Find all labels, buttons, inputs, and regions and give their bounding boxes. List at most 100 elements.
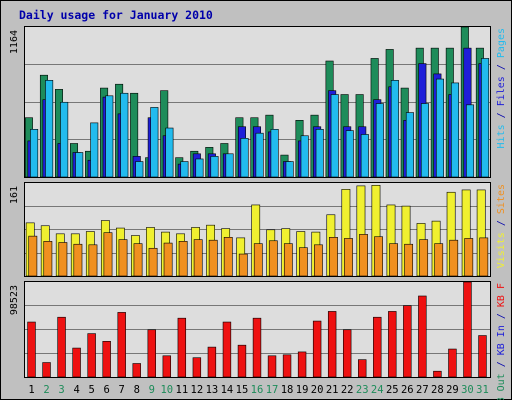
bar-sites-day-2 bbox=[43, 241, 53, 277]
bar-kb-f-day-23 bbox=[358, 359, 367, 378]
day-label-26: 26 bbox=[401, 384, 414, 396]
bar-kb-f-day-14 bbox=[222, 321, 232, 378]
bar-kb-f-day-17 bbox=[267, 355, 277, 378]
bar-sites-day-11 bbox=[178, 241, 188, 277]
bar-hits-day-12 bbox=[195, 158, 204, 178]
bar-kb-f-day-29 bbox=[448, 348, 457, 378]
bar-hits-day-9 bbox=[150, 107, 159, 178]
bar-hits-day-14 bbox=[225, 153, 234, 178]
day-label-28: 28 bbox=[431, 384, 444, 396]
panel-requests-legend-part-2: / bbox=[496, 106, 507, 124]
bar-kb-f-day-11 bbox=[177, 317, 187, 378]
day-label-29: 29 bbox=[446, 384, 459, 396]
bar-hits-day-18 bbox=[285, 161, 294, 178]
bar-kb-f-day-2 bbox=[42, 362, 51, 378]
panel-traffic-legend-part-2: / bbox=[496, 355, 507, 373]
bar-sites-day-29 bbox=[449, 239, 459, 277]
panel-visitors-legend-part-1: Visits bbox=[496, 232, 507, 268]
panel-requests-ymax-label: 1164 bbox=[9, 30, 20, 54]
bar-kb-f-day-3 bbox=[57, 316, 66, 378]
day-label-17: 17 bbox=[266, 384, 279, 396]
day-label-8: 8 bbox=[134, 384, 140, 396]
day-label-15: 15 bbox=[236, 384, 249, 396]
bar-hits-day-6 bbox=[105, 95, 114, 178]
bar-sites-day-6 bbox=[103, 232, 113, 277]
panel-traffic-legend-part-1: KB Out bbox=[496, 373, 507, 400]
bar-hits-day-7 bbox=[120, 92, 129, 178]
day-labels: 1 2 3 4 5 6 7 8 9 10 11 12 13 14 15 16 17 18 19 20 21 22 23 24 2… bbox=[28, 384, 488, 396]
bar-kb-f-day-25 bbox=[388, 311, 397, 378]
day-label-14: 14 bbox=[221, 384, 234, 396]
bar-hits-day-3 bbox=[60, 101, 69, 178]
bar-hits-day-13 bbox=[210, 156, 219, 178]
bar-hits-day-29 bbox=[451, 82, 460, 178]
bar-kb-f-day-7 bbox=[117, 312, 126, 378]
bar-kb-f-day-16 bbox=[252, 317, 262, 378]
panel-visitors-legend-part-3: Sites bbox=[496, 184, 507, 214]
day-label-11: 11 bbox=[176, 384, 189, 396]
bar-sites-day-13 bbox=[208, 239, 218, 277]
bar-sites-day-20 bbox=[314, 244, 323, 277]
panel-requests-legend: Hits / Files / Pages bbox=[496, 28, 507, 148]
day-label-23: 23 bbox=[356, 384, 369, 396]
bar-hits-day-17 bbox=[270, 129, 279, 178]
panel-traffic-legend-part-4: / bbox=[496, 307, 507, 325]
panel-visitors-legend: Visits / Sites bbox=[496, 184, 507, 268]
panels-layer: 1164 Hits / Files / Pages 161 Visits / Site… bbox=[9, 26, 507, 405]
panel-requests-legend-part-3: Files bbox=[496, 76, 507, 106]
bar-sites-day-22 bbox=[344, 238, 353, 277]
bar-kb-f-day-6 bbox=[102, 341, 111, 378]
day-label-30: 30 bbox=[461, 384, 474, 396]
bar-kb-f-day-31 bbox=[478, 335, 487, 378]
bar-hits-day-25 bbox=[390, 80, 399, 178]
bar-sites-day-27 bbox=[419, 239, 429, 277]
day-label-12: 12 bbox=[191, 384, 204, 396]
bar-kb-f-day-13 bbox=[207, 346, 217, 378]
chart-title: Daily usage for January 2010 bbox=[19, 8, 213, 22]
bar-kb-f-day-28 bbox=[433, 370, 442, 378]
bar-kb-f-day-19 bbox=[297, 351, 307, 378]
bar-hits-day-10 bbox=[165, 127, 174, 178]
bar-kb-f-day-9 bbox=[147, 329, 156, 378]
bar-hits-day-2 bbox=[45, 80, 54, 178]
day-label-19: 19 bbox=[296, 384, 309, 396]
bar-sites-day-17 bbox=[268, 240, 278, 277]
bar-hits-day-1 bbox=[30, 129, 39, 178]
series-sites bbox=[28, 232, 489, 277]
bar-hits-day-22 bbox=[345, 130, 354, 178]
day-label-31: 31 bbox=[476, 384, 489, 396]
series-hits bbox=[30, 58, 490, 178]
bar-hits-day-20 bbox=[315, 129, 324, 178]
bar-kb-f-day-1 bbox=[27, 321, 36, 378]
panel-visitors: 161 Visits / Sites bbox=[9, 182, 507, 277]
bar-sites-day-4 bbox=[73, 243, 83, 277]
bar-sites-day-31 bbox=[479, 237, 489, 277]
day-label-27: 27 bbox=[416, 384, 429, 396]
bar-kb-f-day-4 bbox=[72, 347, 81, 378]
bar-hits-day-31 bbox=[481, 58, 490, 178]
bar-kb-f-day-10 bbox=[162, 355, 172, 378]
bar-kb-f-day-30 bbox=[463, 281, 472, 378]
bar-sites-day-9 bbox=[148, 247, 158, 277]
bar-hits-day-4 bbox=[75, 152, 84, 178]
day-label-4: 4 bbox=[73, 384, 79, 396]
panel-requests-legend-part-4: / bbox=[496, 58, 507, 76]
bar-kb-f-day-20 bbox=[312, 320, 322, 378]
panel-traffic-legend-part-3: KB In bbox=[496, 325, 507, 355]
bar-sites-day-24 bbox=[374, 236, 383, 277]
bar-hits-day-27 bbox=[420, 103, 429, 178]
bar-sites-day-18 bbox=[283, 243, 293, 277]
day-label-2: 2 bbox=[43, 384, 49, 396]
panel-visitors-ymax-label: 161 bbox=[9, 186, 20, 204]
day-label-5: 5 bbox=[88, 384, 94, 396]
day-label-20: 20 bbox=[311, 384, 324, 396]
bar-kb-f-day-5 bbox=[87, 333, 96, 378]
series-kb-f bbox=[27, 281, 487, 378]
panel-requests-legend-part-5: Pages bbox=[496, 28, 507, 58]
day-label-10: 10 bbox=[160, 384, 173, 396]
bar-hits-day-5 bbox=[90, 122, 99, 178]
bar-hits-day-30 bbox=[466, 104, 475, 178]
